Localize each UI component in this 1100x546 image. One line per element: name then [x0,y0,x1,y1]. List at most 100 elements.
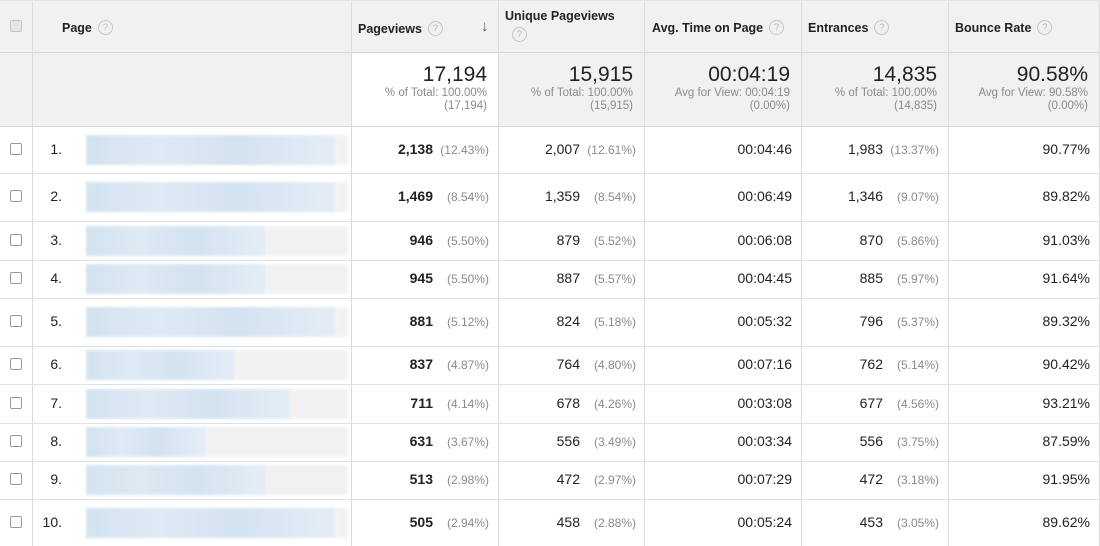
entrances-value: 762 [859,356,883,372]
row-rank: 7. [50,395,62,411]
entrances-value: 796 [859,313,883,329]
entrances-value: 870 [859,232,883,248]
pageviews-percent: (4.14%) [446,397,489,411]
pageviews-summary: 17,194 % of Total: 100.00% (17,194) [352,63,487,113]
redacted-block [86,350,236,380]
column-divider [32,0,33,546]
row-rank: 4. [50,270,62,286]
redacted-page-path[interactable] [68,508,348,538]
redacted-page-path[interactable] [68,264,348,294]
pageviews-value: 945 [409,270,433,286]
row-rank: 9. [50,471,62,487]
entrances-percent: (3.75%) [896,435,939,449]
redacted-block [86,508,336,538]
help-icon[interactable]: ? [97,20,113,36]
pageviews-column-header[interactable]: Pageviews? [358,20,498,40]
summary-detail: Avg for View: 00:04:19 [674,87,790,99]
summary-value: 14,835 [872,63,937,86]
entrances-column-header[interactable]: Entrances? [808,19,890,37]
help-icon[interactable]: ? [512,27,527,42]
avg-time-column-header[interactable]: Avg. Time on Page? [652,19,785,37]
row-checkbox[interactable] [10,397,22,409]
page-column-header[interactable]: Page? [62,19,113,37]
row-divider [0,499,1100,500]
select-all-checkbox[interactable] [10,20,22,32]
row-checkbox[interactable] [10,516,22,528]
help-icon[interactable]: ? [769,20,785,36]
row-divider [0,260,1100,261]
redacted-page-path[interactable] [68,135,348,165]
redacted-block [86,465,266,495]
bounce-rate-column-header[interactable]: Bounce Rate? [955,19,1053,37]
row-checkbox[interactable] [10,315,22,327]
pageviews-percent: (5.50%) [446,272,489,286]
unique-pageviews-percent: (8.54%) [593,190,636,204]
redacted-page-path[interactable] [68,389,348,419]
redacted-block [86,427,206,457]
unique-pageviews-value: 1,359 [544,188,580,204]
help-icon[interactable]: ? [874,20,890,36]
row-checkbox[interactable] [10,358,22,370]
avg-time-value: 00:07:16 [737,356,793,372]
entrances-percent: (5.97%) [896,272,939,286]
unique-pageviews-percent: (5.52%) [593,234,636,248]
bounce-rate-value: 89.32% [1042,313,1090,329]
redacted-block [266,264,348,294]
summary-detail: % of Total: 100.00% [530,87,633,99]
redacted-block [86,135,336,165]
column-divider [644,0,645,546]
entrances-percent: (4.56%) [896,397,939,411]
row-divider [0,384,1100,385]
entrances-percent: (3.05%) [896,516,939,530]
help-icon[interactable]: ? [427,21,443,37]
unique-pageviews-percent: (2.97%) [593,473,636,487]
unique-pageviews-value: 678 [556,395,580,411]
bounce-rate-value: 91.95% [1042,471,1090,487]
avg-time-value: 00:03:08 [737,395,793,411]
redacted-page-path[interactable] [68,465,348,495]
entrances-percent: (3.18%) [896,473,939,487]
redacted-block [291,389,348,419]
row-checkbox[interactable] [10,190,22,202]
avg-time-value: 00:04:46 [737,141,793,157]
redacted-page-path[interactable] [68,226,348,256]
bounce-rate-value: 89.62% [1042,514,1090,530]
redacted-page-path[interactable] [68,350,348,380]
pageviews-value: 2,138 [397,141,433,157]
unique-pageviews-percent: (4.26%) [593,397,636,411]
row-rank: 2. [50,188,62,204]
redacted-page-path[interactable] [68,307,348,337]
redacted-block [266,465,348,495]
row-rank: 10. [42,514,62,530]
header-background [0,0,1100,52]
row-checkbox[interactable] [10,435,22,447]
bounce-header-label: Bounce Rate [955,21,1032,35]
unique-pageviews-column-header[interactable]: Unique Pageviews ? [505,9,615,42]
bounce-rate-value: 90.42% [1042,356,1090,372]
sort-descending-icon[interactable]: ↓ [481,18,489,35]
avg-time-value: 00:07:29 [737,471,793,487]
avg-time-summary: 00:04:19 Avg for View: 00:04:19 (0.00%) [645,63,790,113]
entrances-percent: (9.07%) [896,190,939,204]
row-divider [0,173,1100,174]
row-checkbox[interactable] [10,143,22,155]
row-divider [0,461,1100,462]
entrances-value: 556 [859,433,883,449]
row-checkbox[interactable] [10,272,22,284]
page-header-label: Page [62,21,92,35]
row-divider [0,298,1100,299]
summary-detail: (0.00%) [1047,100,1088,112]
redacted-page-path[interactable] [68,182,348,212]
summary-value: 17,194 [422,63,487,86]
bounce-rate-value: 90.77% [1042,141,1090,157]
entrances-percent: (5.86%) [896,234,939,248]
unique-pageviews-percent: (2.88%) [593,516,636,530]
bounce-rate-value: 91.03% [1042,232,1090,248]
redacted-page-path[interactable] [68,427,348,457]
row-checkbox[interactable] [10,473,22,485]
summary-active-column [351,52,498,126]
help-icon[interactable]: ? [1037,20,1053,36]
row-checkbox[interactable] [10,234,22,246]
row-divider [0,52,1100,53]
bounce-rate-value: 93.21% [1042,395,1090,411]
